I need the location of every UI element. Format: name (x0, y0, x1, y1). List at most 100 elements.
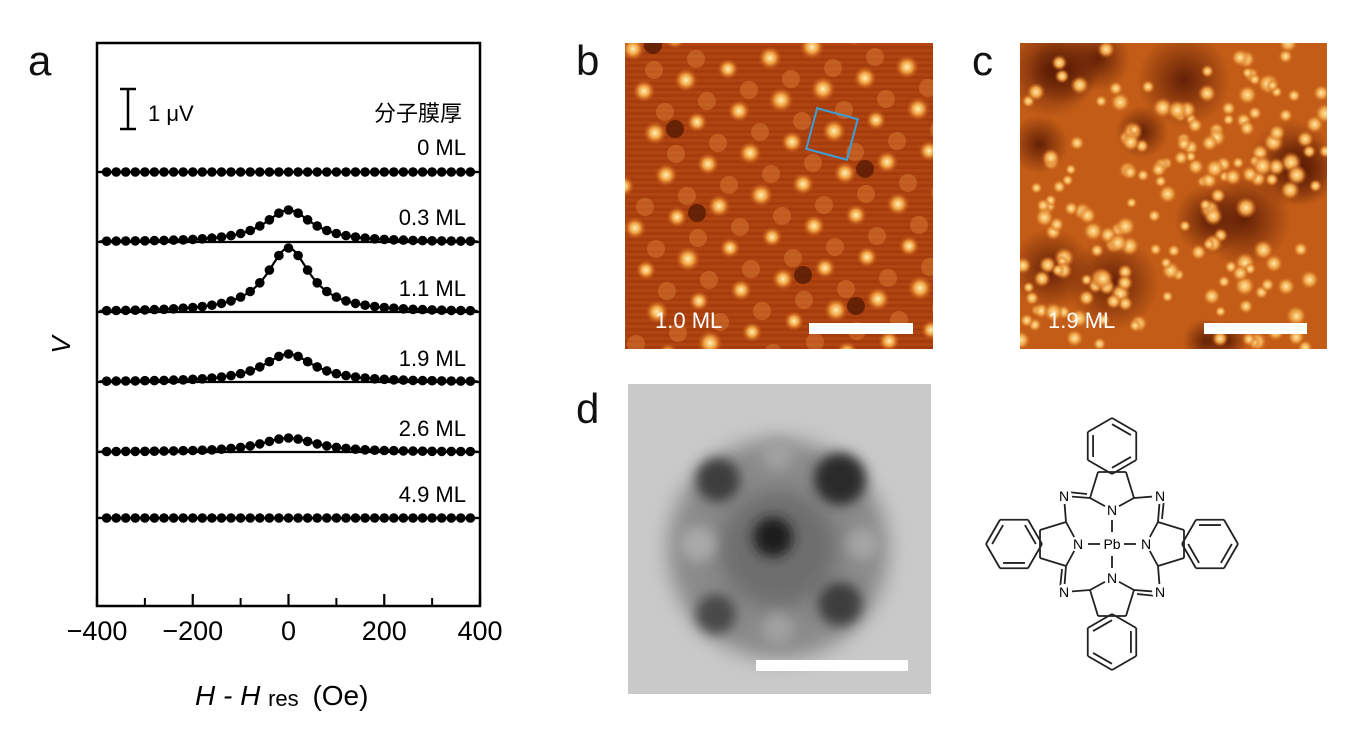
data-point (427, 375, 437, 386)
data-point (235, 292, 246, 302)
data-point (360, 300, 370, 311)
y-axis-label: V (46, 334, 76, 354)
data-point (197, 167, 208, 177)
data-point (111, 167, 121, 177)
bond (1087, 613, 1113, 629)
data-point (264, 513, 275, 523)
data-point (446, 236, 457, 246)
data-point (216, 232, 227, 242)
data-point (389, 235, 399, 245)
data-point (178, 167, 188, 177)
data-point (226, 296, 236, 306)
panel-label-c: c (972, 37, 993, 84)
data-point (245, 513, 255, 523)
data-point (207, 445, 217, 455)
data-point (408, 235, 418, 246)
data-point (341, 296, 351, 306)
fmr-spectra-plot: −400 −200 0 200 400 0 ML 0.3 ML 1.1 ML 1.9 ML 2.… (46, 41, 503, 711)
data-point (331, 228, 342, 239)
data-point (168, 167, 179, 177)
panel-label-b: b (576, 37, 600, 84)
unit-cell-box (805, 107, 859, 161)
data-point (312, 439, 323, 449)
data-point (341, 443, 351, 454)
data-point (341, 513, 351, 523)
data-point (188, 445, 198, 456)
data-point (322, 366, 332, 376)
data-point (178, 375, 188, 385)
data-point (417, 513, 428, 523)
data-point (456, 167, 466, 177)
data-point (331, 513, 342, 523)
data-point (188, 234, 198, 245)
data-point (235, 513, 246, 523)
data-point (360, 373, 370, 383)
data-point (216, 444, 227, 455)
data-point (140, 236, 150, 246)
series-labels: 0 ML 0.3 ML 1.1 ML 1.9 ML 2.6 ML 4.9 ML (399, 135, 466, 507)
data-point (111, 446, 121, 457)
data-point (235, 228, 246, 239)
data-point (446, 513, 457, 523)
data-point (408, 375, 418, 386)
data-point (322, 441, 332, 451)
bond (1157, 557, 1185, 567)
data-point (235, 368, 246, 379)
data-point (465, 305, 476, 316)
data-point (130, 167, 141, 177)
data-point (235, 442, 246, 453)
data-point (120, 236, 131, 246)
data-point (427, 513, 437, 523)
bond (1111, 613, 1137, 629)
data-point (446, 376, 457, 386)
bond (1111, 423, 1132, 436)
atom-label: N (1107, 570, 1117, 586)
stm-image-1-0-ml: 1.0 ML (625, 43, 933, 349)
bond (1111, 459, 1137, 475)
data-point (274, 513, 284, 523)
data-point (369, 234, 380, 244)
data-point (398, 446, 409, 456)
series-traces (97, 167, 480, 523)
data-point (226, 370, 236, 381)
data-point (408, 446, 418, 456)
bond (1027, 543, 1043, 569)
data-point (436, 236, 447, 246)
data-point (389, 445, 399, 456)
data-point (331, 292, 342, 302)
data-point (293, 167, 303, 177)
series-label: 0 ML (417, 135, 466, 160)
stm-lattice-c (1020, 43, 1327, 349)
data-point (207, 300, 217, 311)
data-point (360, 445, 370, 455)
data-point (389, 167, 399, 177)
bond (1092, 652, 1113, 665)
data-point (140, 305, 150, 315)
bond (1039, 557, 1067, 567)
x-ticks: −400 −200 0 200 400 (67, 594, 503, 646)
data-point (149, 235, 160, 246)
data-point (302, 436, 313, 447)
data-point (140, 375, 150, 386)
data-point (140, 167, 150, 177)
data-point (331, 167, 342, 177)
data-point (274, 351, 284, 362)
data-point (283, 167, 294, 177)
data-point (207, 233, 217, 243)
data-point (456, 446, 466, 457)
data-point (360, 233, 370, 243)
data-point (120, 305, 131, 316)
data-point (293, 250, 303, 261)
thickness-label-c: 1.9 ML (1048, 308, 1116, 333)
data-point (427, 305, 437, 315)
data-point (322, 286, 332, 297)
data-point (417, 304, 428, 315)
data-point (111, 513, 121, 523)
data-point (178, 235, 188, 245)
data-point (446, 167, 457, 177)
bond (1125, 471, 1135, 499)
data-point (465, 513, 476, 523)
data-point (283, 243, 294, 253)
atom-label: N (1059, 488, 1069, 504)
data-point (302, 513, 313, 523)
